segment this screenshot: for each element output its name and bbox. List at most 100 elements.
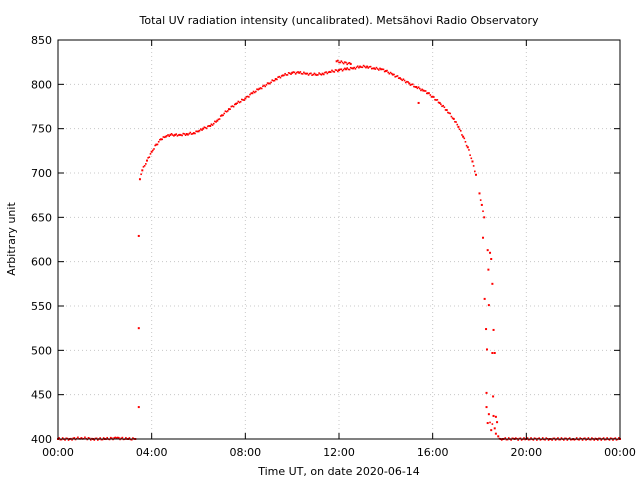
data-point	[58, 437, 60, 439]
data-point	[532, 439, 535, 441]
data-point	[489, 421, 491, 424]
data-point	[345, 68, 348, 71]
data-point	[65, 437, 67, 440]
data-point	[152, 149, 154, 152]
data-point	[558, 438, 560, 441]
data-point	[285, 74, 288, 76]
data-point	[470, 157, 473, 160]
data-point	[291, 71, 294, 74]
data-point	[493, 427, 496, 430]
data-point	[287, 72, 290, 74]
data-point	[178, 133, 181, 136]
data-point	[428, 92, 430, 94]
data-point	[249, 93, 251, 96]
data-point	[145, 159, 148, 162]
data-point	[334, 69, 337, 71]
data-point	[368, 66, 371, 68]
data-point	[138, 178, 141, 181]
data-point	[523, 437, 525, 439]
data-point	[111, 437, 113, 440]
data-point	[67, 439, 70, 441]
data-point	[319, 73, 322, 75]
data-point	[147, 156, 149, 159]
data-point	[430, 96, 433, 98]
data-point	[269, 82, 271, 85]
data-point	[450, 115, 453, 118]
data-point	[559, 438, 562, 441]
data-point	[482, 210, 484, 213]
data-point	[376, 68, 379, 70]
data-point	[486, 422, 489, 425]
data-point	[416, 87, 419, 90]
data-point	[524, 438, 526, 441]
data-point	[99, 437, 101, 439]
data-point	[451, 117, 454, 119]
chart-title: Total UV radiation intensity (uncalibrat…	[139, 14, 539, 27]
data-point	[161, 138, 164, 141]
data-point	[384, 70, 387, 73]
data-point	[345, 61, 347, 64]
data-point	[409, 84, 412, 86]
data-point	[485, 391, 488, 394]
data-point	[547, 439, 550, 441]
data-point	[64, 439, 66, 441]
data-point	[273, 79, 276, 82]
data-point	[341, 69, 344, 72]
data-point	[274, 78, 277, 81]
data-point	[517, 439, 519, 441]
data-point	[544, 439, 546, 441]
data-point	[101, 438, 104, 441]
data-point	[130, 438, 133, 441]
data-point	[145, 163, 147, 165]
data-point	[60, 438, 63, 441]
data-point	[553, 437, 556, 440]
data-point	[267, 82, 270, 85]
data-point	[242, 99, 244, 101]
data-point	[433, 96, 435, 98]
data-point	[443, 106, 446, 109]
data-point	[437, 101, 440, 104]
data-point	[297, 71, 299, 73]
data-point	[369, 65, 372, 68]
data-point	[570, 438, 572, 441]
data-point	[490, 258, 493, 261]
data-point	[560, 437, 563, 439]
data-point	[434, 98, 436, 101]
data-point	[332, 70, 334, 73]
data-point	[579, 437, 581, 439]
data-point	[208, 125, 210, 127]
data-point	[581, 439, 584, 441]
data-point	[609, 437, 612, 439]
data-point	[328, 70, 331, 73]
data-point	[366, 65, 369, 68]
data-point	[489, 251, 492, 254]
data-point	[313, 72, 316, 75]
data-point	[175, 133, 178, 135]
data-point	[84, 436, 86, 439]
data-point	[398, 77, 401, 80]
data-point	[181, 134, 183, 137]
data-point	[519, 437, 522, 440]
data-point	[229, 108, 231, 110]
data-point	[608, 439, 611, 441]
data-point	[474, 170, 476, 173]
data-point	[358, 66, 360, 69]
data-point	[417, 101, 420, 104]
data-point	[312, 73, 315, 76]
data-point	[402, 78, 405, 81]
data-point	[349, 66, 352, 69]
data-point	[504, 437, 507, 439]
data-point	[536, 439, 538, 441]
data-point	[584, 437, 586, 440]
data-point	[231, 105, 234, 107]
data-point	[348, 61, 351, 64]
data-point	[265, 84, 268, 86]
data-point	[232, 105, 235, 108]
data-point	[456, 123, 459, 126]
data-point	[185, 132, 188, 135]
data-point	[510, 439, 512, 441]
data-point	[552, 437, 555, 440]
data-point	[305, 72, 308, 75]
data-point	[397, 77, 400, 79]
